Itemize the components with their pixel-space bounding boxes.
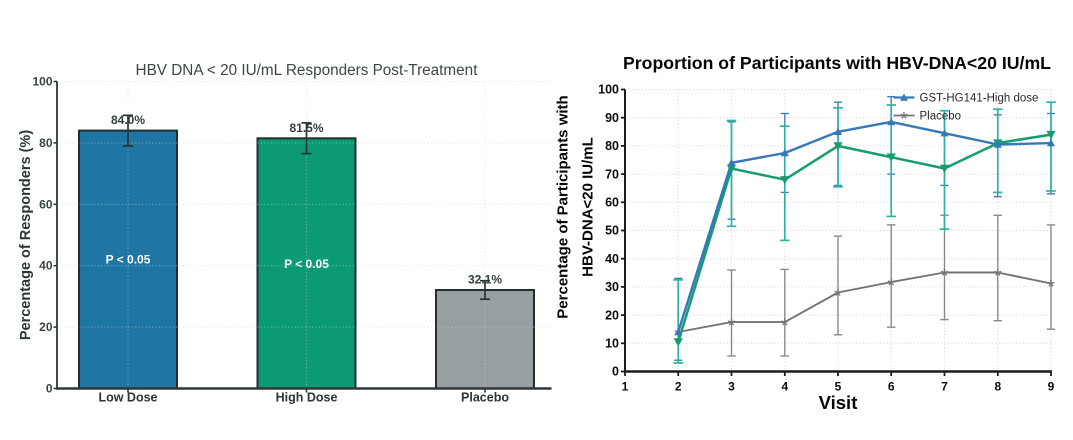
svg-text:100: 100 [598,83,619,97]
svg-text:84.0%: 84.0% [111,113,145,127]
svg-text:50: 50 [605,224,619,238]
svg-text:HBV DNA < 20 IU/mL Responders: HBV DNA < 20 IU/mL Responders Post-Treat… [136,62,479,79]
svg-text:8: 8 [994,380,1001,394]
svg-text:80: 80 [39,136,53,150]
svg-text:GST-HG141-High dose: GST-HG141-High dose [920,93,1039,105]
svg-text:60: 60 [605,196,619,210]
svg-text:Proportion of Participants wit: Proportion of Participants with HBV-DNA<… [623,53,1051,73]
svg-text:High Dose: High Dose [276,391,338,405]
svg-text:HBV-DNA<20 IU/mL: HBV-DNA<20 IU/mL [580,137,597,277]
svg-text:10: 10 [605,337,619,351]
svg-text:3: 3 [728,380,735,394]
svg-text:Placebo: Placebo [461,391,509,405]
svg-text:1: 1 [622,380,629,394]
svg-text:100: 100 [32,75,52,89]
svg-text:81.5%: 81.5% [289,121,323,135]
svg-text:Placebo: Placebo [920,111,962,123]
svg-text:P < 0.05: P < 0.05 [106,253,151,267]
svg-text:0: 0 [612,365,619,379]
svg-text:40: 40 [605,252,619,266]
svg-text:6: 6 [888,380,895,394]
svg-text:7: 7 [941,380,948,394]
svg-text:Low Dose: Low Dose [98,391,157,405]
svg-text:Percentage of Participants wit: Percentage of Participants with [555,95,572,318]
svg-text:32.1%: 32.1% [468,273,502,287]
svg-text:70: 70 [605,167,619,181]
svg-text:4: 4 [781,380,788,394]
svg-text:P < 0.05: P < 0.05 [284,257,329,271]
svg-text:5: 5 [835,380,842,394]
svg-text:80: 80 [605,139,619,153]
svg-text:60: 60 [39,197,53,211]
svg-text:20: 20 [605,308,619,322]
svg-text:30: 30 [605,280,619,294]
svg-text:0: 0 [46,382,53,396]
svg-text:9: 9 [1048,380,1055,394]
svg-text:2: 2 [675,380,682,394]
svg-text:90: 90 [605,111,619,125]
svg-text:Percentage of Responders (%): Percentage of Responders (%) [18,130,34,340]
svg-text:Visit: Visit [819,392,858,413]
svg-text:20: 20 [39,320,53,334]
svg-text:40: 40 [39,259,53,273]
